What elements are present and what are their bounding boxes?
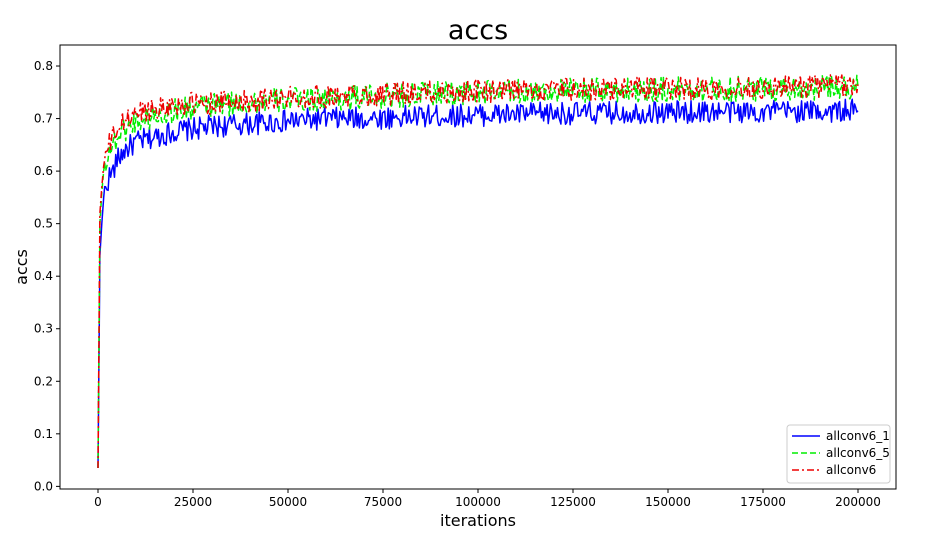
y-tick-label: 0.4 [34, 269, 53, 283]
x-tick-label: 75000 [364, 495, 402, 509]
y-tick-label: 0.1 [34, 427, 53, 441]
x-tick-label: 200000 [835, 495, 881, 509]
x-tick-label: 125000 [550, 495, 596, 509]
y-tick-label: 0.0 [34, 479, 53, 493]
x-tick-label: 0 [94, 495, 102, 509]
y-axis-label: accs [12, 249, 31, 285]
x-tick-label: 50000 [269, 495, 307, 509]
chart-title: accs [448, 15, 508, 46]
y-tick-label: 0.8 [34, 59, 53, 73]
plot-area: 0 25000 50000 75000 100000 125000 150000 175000… [34, 44, 897, 509]
series-line-allconv6 [97, 74, 859, 468]
legend-label: allconv6 [826, 463, 876, 477]
x-tick-label: 100000 [455, 495, 501, 509]
y-tick-label: 0.2 [34, 374, 53, 388]
legend: allconv6_1 allconv6_5 allconv6 [786, 424, 891, 484]
series-line-allconv6_1 [97, 98, 859, 468]
x-tick-label: 150000 [645, 495, 691, 509]
legend-box [786, 424, 891, 484]
y-tick-label: 0.3 [34, 322, 53, 336]
x-tick-label: 175000 [740, 495, 786, 509]
y-tick-label: 0.5 [34, 217, 53, 231]
y-tick-label: 0.6 [34, 164, 53, 178]
x-tick-label: 25000 [174, 495, 212, 509]
legend-label: allconv6_1 [826, 429, 890, 443]
series-line-allconv6_5 [97, 74, 859, 468]
x-axis-label: iterations [440, 511, 516, 530]
y-tick-label: 0.7 [34, 112, 53, 126]
legend-label: allconv6_5 [826, 446, 890, 460]
